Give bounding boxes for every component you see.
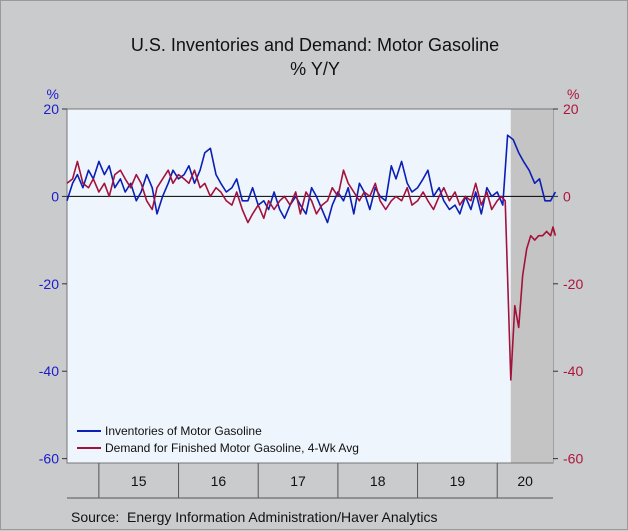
right-axis-tick-label: -60 bbox=[563, 451, 583, 467]
chart-subtitle: % Y/Y bbox=[290, 59, 340, 79]
chart-title: U.S. Inventories and Demand: Motor Gasol… bbox=[131, 35, 499, 55]
series-lines bbox=[66, 134, 557, 381]
x-axis-year-label: 17 bbox=[290, 473, 306, 489]
right-axis: 20 0 -20 -40 -60 bbox=[553, 101, 583, 467]
left-axis-unit: % bbox=[47, 86, 59, 102]
legend-label-demand: Demand for Finished Motor Gasoline, 4-Wk… bbox=[105, 441, 359, 455]
series-line-demand bbox=[66, 160, 557, 381]
left-axis-tick-label: -60 bbox=[39, 451, 59, 467]
left-axis-tick-label: -40 bbox=[39, 363, 59, 379]
left-axis-tick-label: -20 bbox=[39, 276, 59, 292]
shaded-region bbox=[510, 109, 553, 463]
right-axis-unit: % bbox=[567, 86, 579, 102]
series-line-inventories bbox=[66, 134, 557, 224]
right-axis-tick-label: 0 bbox=[563, 188, 571, 204]
left-axis: 20 0 -20 -40 -60 bbox=[39, 101, 67, 467]
left-axis-tick-label: 0 bbox=[51, 188, 59, 204]
left-axis-tick-label: 20 bbox=[43, 101, 59, 117]
x-axis-year-label: 19 bbox=[450, 473, 466, 489]
x-axis-year-label: 15 bbox=[131, 473, 147, 489]
x-axis-year-label: 16 bbox=[211, 473, 227, 489]
x-axis: 15 16 17 18 19 20 bbox=[67, 463, 553, 499]
right-axis-tick-label: -40 bbox=[563, 363, 583, 379]
x-axis-year-label: 20 bbox=[517, 473, 533, 489]
right-axis-tick-label: -20 bbox=[563, 276, 583, 292]
right-axis-tick-label: 20 bbox=[563, 101, 579, 117]
x-axis-year-label: 18 bbox=[370, 473, 386, 489]
legend: Inventories of Motor Gasoline Demand for… bbox=[77, 424, 359, 455]
source-note: Source: Energy Information Administratio… bbox=[71, 509, 438, 525]
plot-area bbox=[66, 108, 554, 464]
legend-label-inventories: Inventories of Motor Gasoline bbox=[105, 424, 262, 438]
